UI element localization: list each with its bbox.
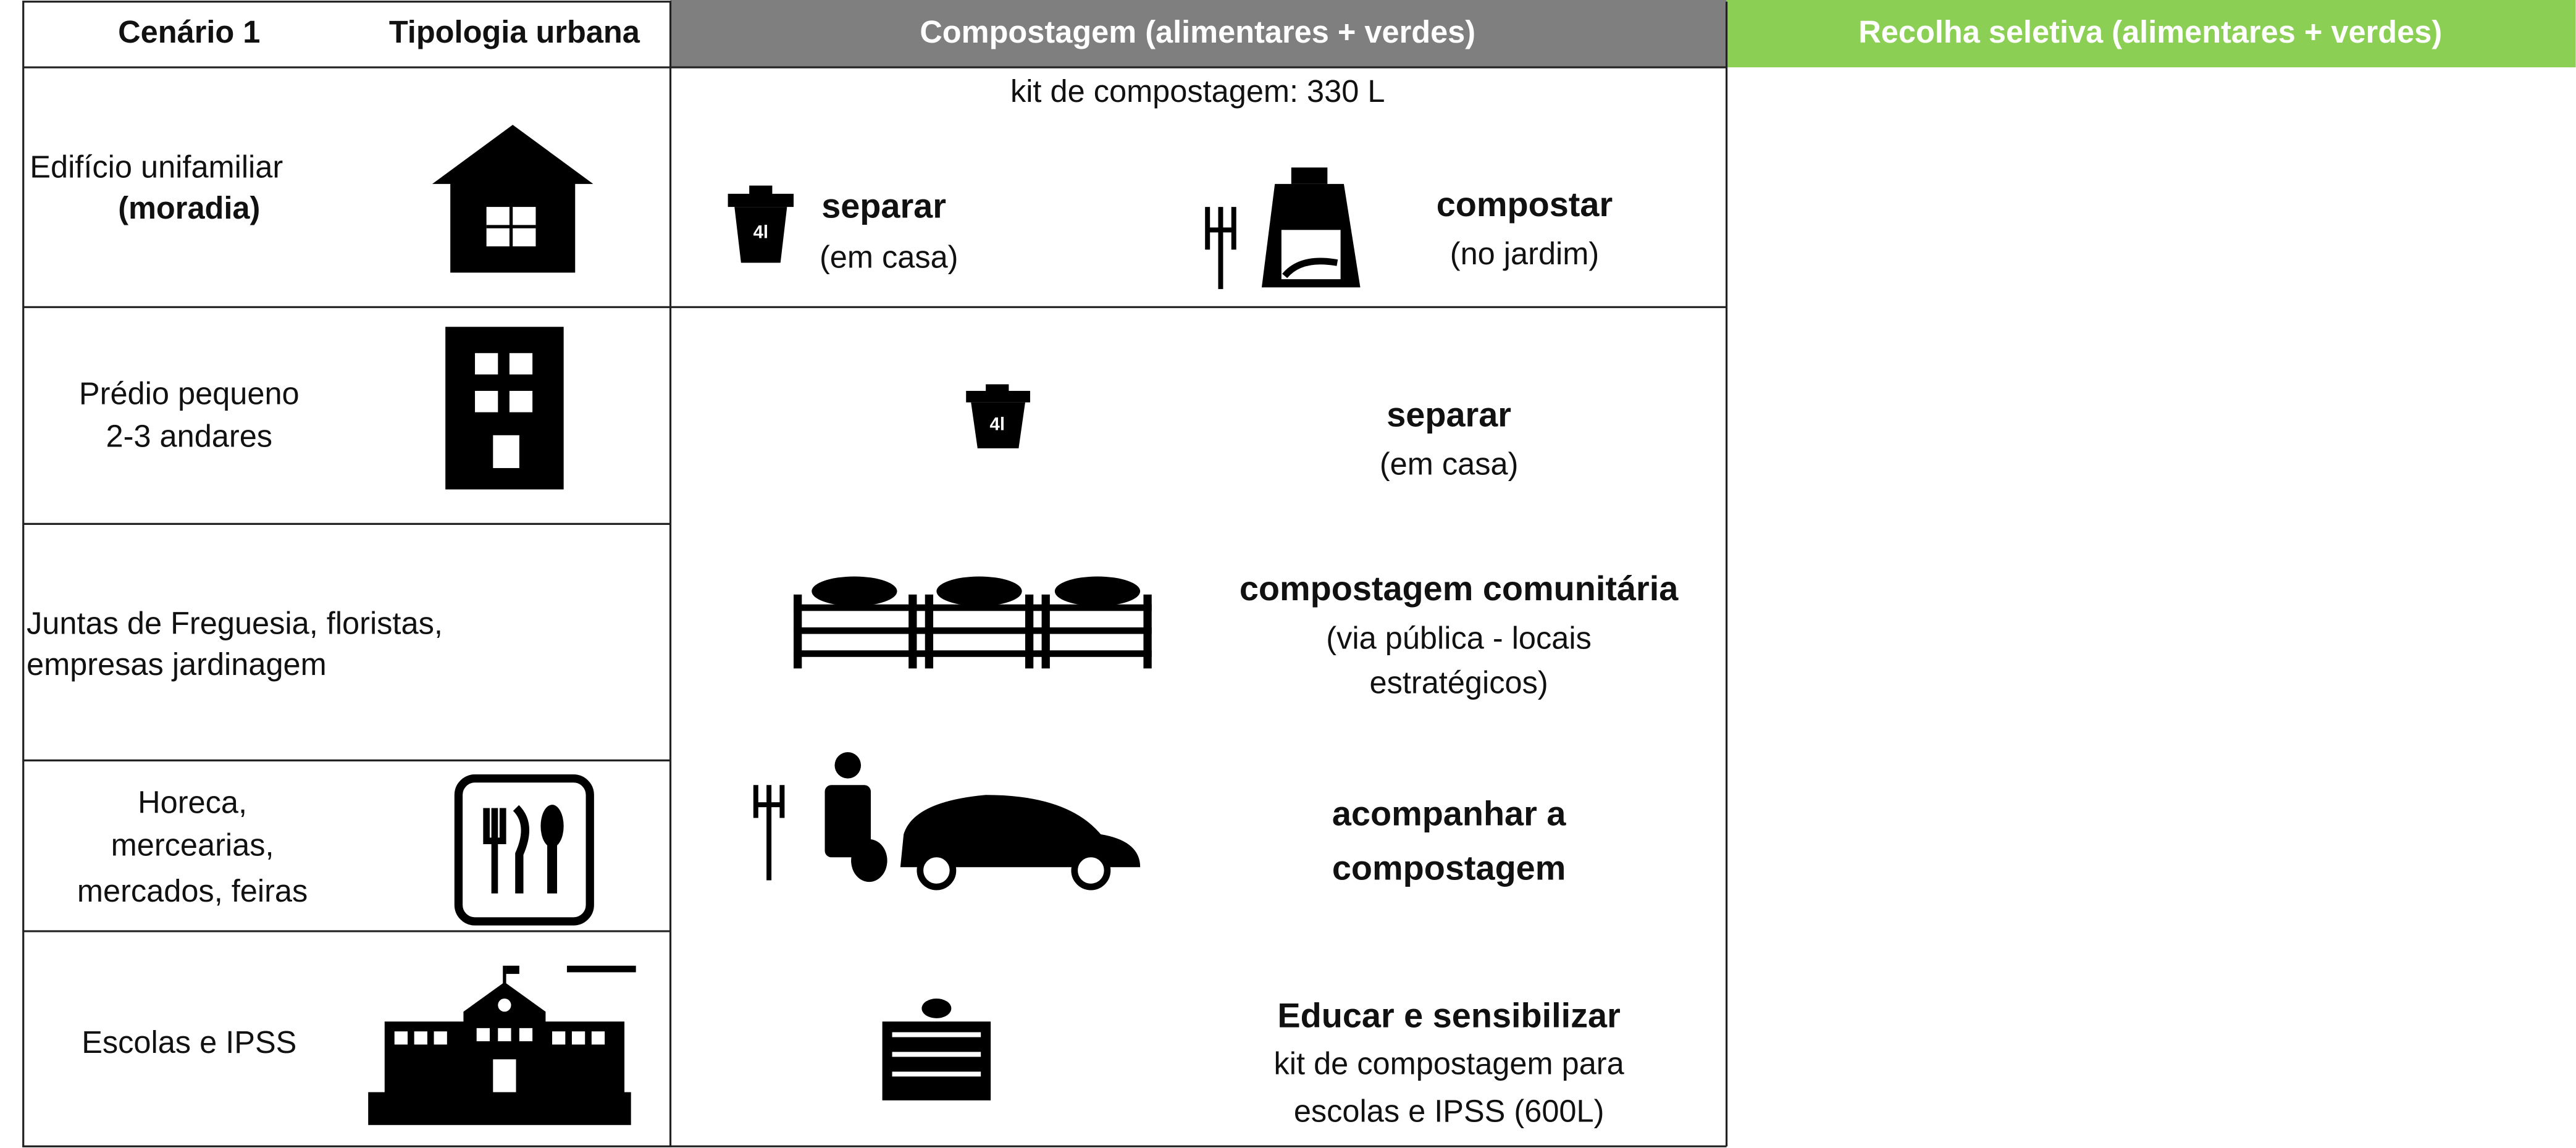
header-composting: Compostagem (alimentares + verdes) bbox=[920, 14, 1475, 49]
step-note: kit de compostagem para bbox=[1274, 1045, 1625, 1081]
composter-icon bbox=[1205, 167, 1361, 290]
helper-car-icon bbox=[753, 752, 1141, 890]
header-collection: Recolha seletiva (alimentares + verdes) bbox=[1858, 14, 2442, 49]
step-title: acompanhar a bbox=[1332, 794, 1566, 833]
step-note: (em casa) bbox=[1380, 446, 1519, 482]
step-note: (em casa) bbox=[820, 240, 959, 275]
typology-line: Horeca, bbox=[138, 785, 247, 820]
step-title: Educar e sensibilizar bbox=[1277, 996, 1620, 1035]
step-title: separar bbox=[1387, 395, 1511, 434]
typology-line: Edifício unifamiliar bbox=[30, 149, 283, 184]
typology-line: mercearias, bbox=[111, 827, 274, 863]
restaurant-icon bbox=[454, 774, 594, 926]
bin-icon: 4l bbox=[966, 384, 1030, 449]
step-title: compostar bbox=[1437, 185, 1613, 224]
svg-text:4l: 4l bbox=[753, 222, 768, 242]
building-icon bbox=[445, 327, 564, 490]
typology-line: Juntas de Freguesia, floristas, bbox=[27, 606, 443, 641]
typology-line: Escolas e IPSS bbox=[82, 1024, 296, 1060]
bin-icon: 4l bbox=[728, 185, 794, 263]
typology-line: (moradia) bbox=[118, 190, 260, 225]
header-typology: Tipologia urbana bbox=[389, 14, 640, 49]
typology-line: mercados, feiras bbox=[77, 873, 308, 908]
step-note: estratégicos) bbox=[1369, 664, 1548, 700]
grid bbox=[22, 1, 1728, 1147]
school-composter-icon bbox=[882, 998, 991, 1100]
typology-line: Prédio pequeno bbox=[79, 375, 300, 411]
svg-text:4l: 4l bbox=[990, 415, 1005, 435]
step-title: separar bbox=[821, 186, 946, 225]
kit-label: kit de compostagem: 330 L bbox=[1010, 73, 1385, 109]
header-cell bbox=[1726, 0, 2576, 68]
typology-line: empresas jardinagem bbox=[27, 647, 327, 682]
step-title: compostagem bbox=[1332, 848, 1566, 887]
header-scenario: Cenário 1 bbox=[118, 14, 260, 49]
step-note: (via pública - locais bbox=[1326, 621, 1592, 656]
header-cell bbox=[670, 0, 1727, 68]
step-note: escolas e IPSS (600L) bbox=[1294, 1093, 1605, 1128]
crates-icon bbox=[793, 576, 1152, 669]
house-icon bbox=[432, 125, 594, 273]
step-note: (no jardim) bbox=[1450, 236, 1599, 271]
step-title: compostagem comunitária bbox=[1240, 569, 1679, 608]
typology-line: 2-3 andares bbox=[106, 418, 272, 453]
school-icon bbox=[368, 965, 636, 1125]
